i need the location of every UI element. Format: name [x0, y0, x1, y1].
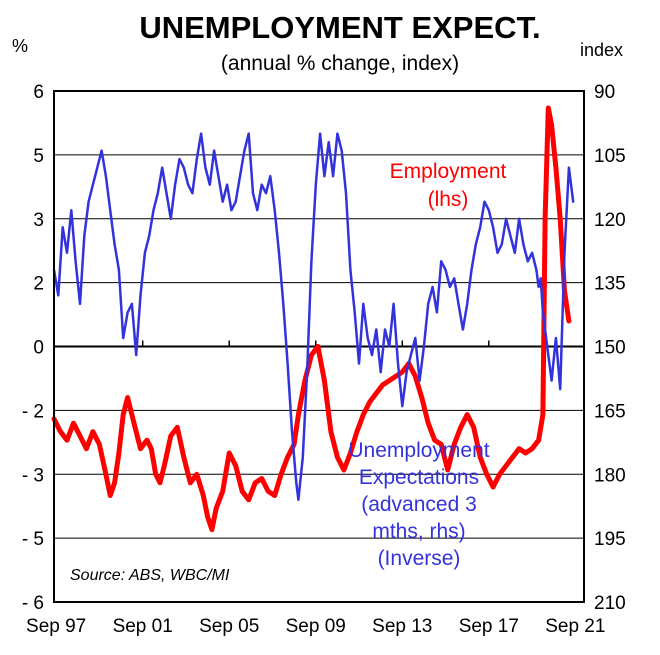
right-tick-label: 90: [594, 82, 615, 103]
employment-annotation-line-2: (lhs): [428, 188, 469, 211]
x-tick-label: Sep 97: [26, 616, 86, 637]
right-tick-label: 165: [594, 401, 626, 422]
left-tick-label: 3: [33, 210, 44, 231]
right-tick-label: 135: [594, 274, 626, 295]
unemployment-annotation-line-4: mths, rhs): [372, 520, 465, 543]
left-tick-label: - 6: [22, 593, 44, 614]
x-axis-ticks: Sep 97 Sep 01 Sep 05 Sep 09 Sep 13 Sep 17 Sep …: [26, 340, 605, 637]
left-tick-label: 6: [33, 82, 44, 103]
left-axis-ticks: 6 5 3 2 0 - 2 - 3 - 5 - 6: [22, 82, 44, 614]
left-tick-label: 2: [33, 274, 44, 295]
x-tick-label: Sep 01: [113, 616, 173, 637]
left-axis-unit: %: [12, 36, 28, 56]
source-note: Source: ABS, WBC/MI: [70, 567, 230, 584]
series-lines: [51, 105, 575, 533]
unemployment-annotation-line-5: (Inverse): [378, 547, 461, 570]
chart-title: UNEMPLOYMENT EXPECT.: [139, 10, 540, 45]
left-tick-label: - 5: [22, 529, 44, 550]
plot-frame: [53, 90, 585, 603]
chart-subtitle: (annual % change, index): [221, 52, 459, 75]
right-tick-label: 210: [594, 593, 626, 614]
x-tick-label: Sep 17: [459, 616, 519, 637]
right-tick-label: 150: [594, 338, 626, 359]
left-tick-label: - 3: [22, 465, 44, 486]
x-tick-label: Sep 09: [286, 616, 346, 637]
left-tick-label: - 2: [22, 401, 44, 422]
unemployment-annotation-line-1: Unemployment: [348, 439, 489, 462]
right-axis-unit: index: [580, 40, 623, 60]
right-tick-label: 180: [594, 465, 626, 486]
unemployment-expectations-line: [52, 132, 575, 502]
right-tick-label: 120: [594, 210, 626, 231]
unemployment-annotation-line-2: Expectations: [359, 466, 479, 489]
left-tick-label: 5: [33, 146, 44, 167]
employment-annotation-line-1: Employment: [390, 160, 507, 183]
right-tick-label: 105: [594, 146, 626, 167]
left-tick-label: 0: [33, 338, 44, 359]
right-axis-ticks: 90 105 120 135 150 165 180 195 210: [594, 82, 626, 614]
x-tick-label: Sep 13: [372, 616, 432, 637]
right-tick-label: 195: [594, 529, 626, 550]
unemployment-annotation-line-3: (advanced 3: [361, 493, 477, 516]
x-tick-label: Sep 21: [545, 616, 605, 637]
x-tick-label: Sep 05: [199, 616, 259, 637]
